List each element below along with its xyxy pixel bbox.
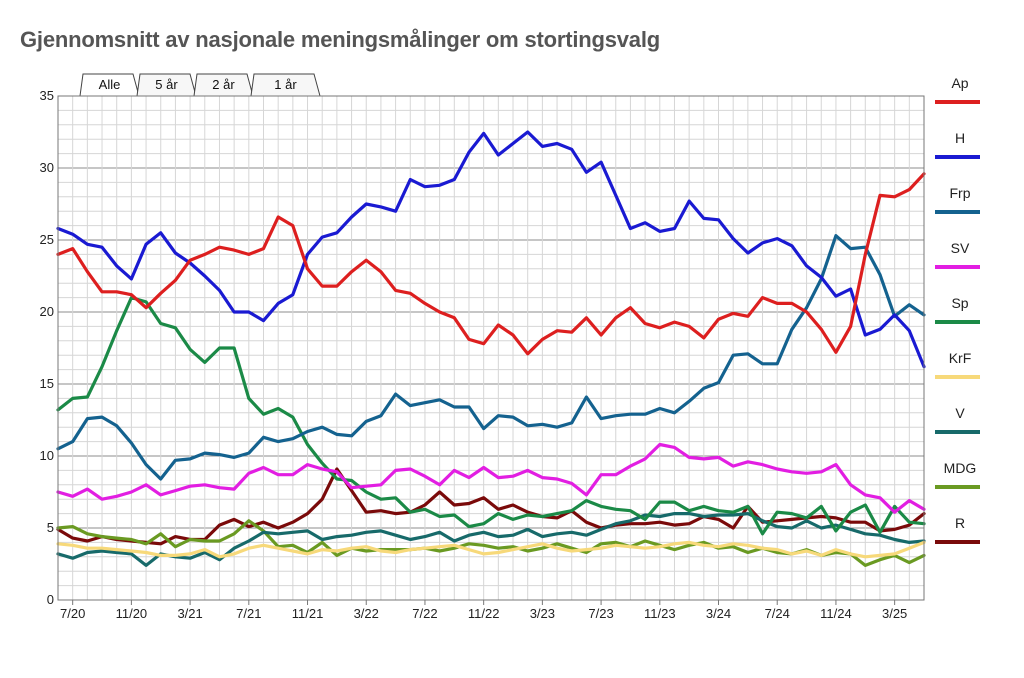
chart-grid [57,95,925,601]
x-tick-label: 11/22 [468,606,500,621]
x-tick-label: 3/22 [354,606,379,621]
x-tick-label: 11/24 [820,606,852,621]
legend-label-h: H [955,130,965,146]
series-line-v [56,511,926,568]
x-tick-label: 11/23 [644,606,676,621]
x-tick-label: 3/21 [177,606,202,621]
y-tick-label: 15 [40,376,54,391]
period-tabs: Alle 5 år 2 år 1 år [79,73,321,97]
x-tick-label: 3/24 [706,606,731,621]
x-tick-label: 7/22 [412,606,437,621]
tab-2-ar[interactable]: 2 år [193,73,254,97]
tab-label: 2 år [212,77,235,92]
y-tick-label: 5 [47,520,54,535]
x-tick-label: 11/21 [292,606,324,621]
chart-legend: Ap H Frp SV Sp KrF V MDG R [935,75,980,544]
chart-series [56,130,926,568]
y-tick-label: 30 [40,160,54,175]
chart-title: Gjennomsnitt av nasjonale meningsmålinge… [20,27,660,52]
series-line-mdg [56,519,926,568]
x-tick-label: 3/23 [530,606,555,621]
plot-frame [57,95,925,601]
legend-label-ap: Ap [951,75,968,91]
y-tick-label: 0 [47,592,54,607]
y-tick-label: 20 [40,304,54,319]
legend-label-krf: KrF [949,350,972,366]
legend-label-sp: Sp [951,295,968,311]
legend-label-r: R [955,515,965,531]
plot-background [58,96,924,600]
y-axis-labels: 0 5 10 15 20 25 30 35 [40,88,54,607]
series-line-h [56,130,926,369]
tab-label: Alle [99,77,121,92]
x-axis-labels: 7/20 11/20 3/21 7/21 11/21 3/22 7/22 11/22 3/23 7… [60,600,907,621]
tab-label: 1 år [274,77,297,92]
x-tick-label: 7/21 [236,606,261,621]
series-line-sv [56,442,926,514]
y-tick-label: 35 [40,88,54,103]
series-line-sp [56,296,926,536]
tab-label: 5 år [155,77,178,92]
legend-label-mdg: MDG [944,460,977,476]
tab-5-ar[interactable]: 5 år [136,73,197,97]
x-tick-label: 7/24 [765,606,790,621]
legend-label-frp: Frp [950,185,971,201]
x-tick-label: 7/23 [588,606,613,621]
legend-label-sv: SV [951,240,970,256]
tab-alle[interactable]: Alle [79,73,140,97]
series-line-ap [56,172,926,356]
series-line-frp [56,234,926,481]
tab-1-ar[interactable]: 1 år [250,73,321,97]
x-tick-label: 7/20 [60,606,85,621]
legend-label-v: V [955,405,965,421]
x-tick-label: 3/25 [882,606,907,621]
x-tick-label: 11/20 [116,606,148,621]
y-tick-label: 25 [40,232,54,247]
y-tick-label: 10 [40,448,54,463]
series-line-krf [56,540,926,559]
